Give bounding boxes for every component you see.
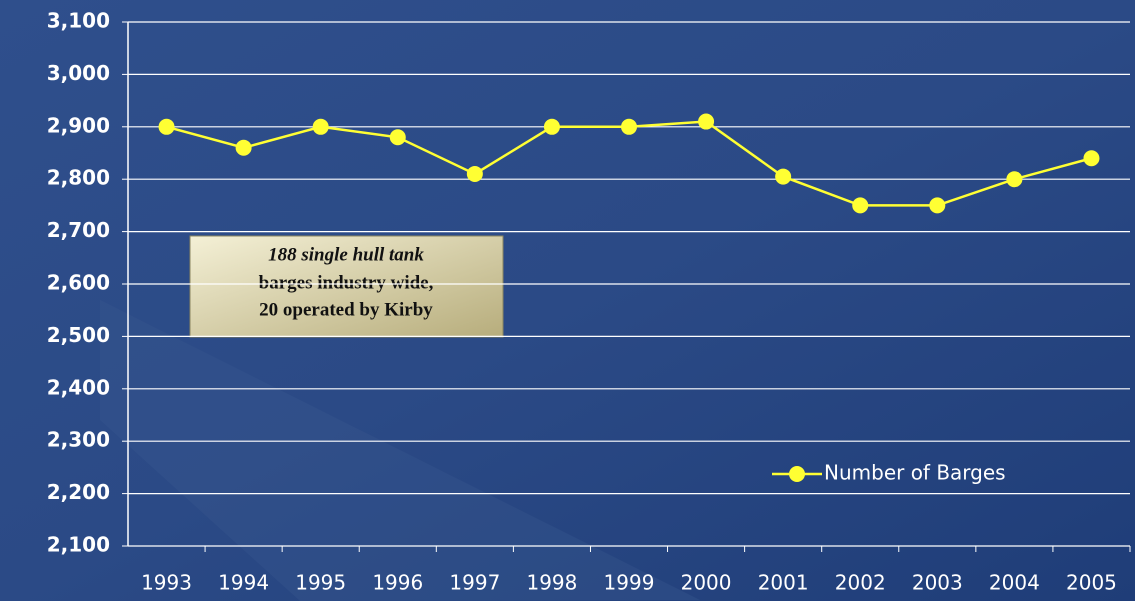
x-tick-label: 2004 xyxy=(989,571,1040,595)
data-point xyxy=(158,118,175,135)
data-point xyxy=(1083,150,1100,167)
x-tick-label: 1996 xyxy=(372,571,423,595)
legend-label: Number of Barges xyxy=(824,461,1006,485)
x-tick-label: 1997 xyxy=(449,571,500,595)
annotation-text: 20 operated by Kirby xyxy=(259,299,433,320)
data-point xyxy=(621,118,637,135)
data-point xyxy=(312,118,329,135)
y-tick-label: 2,600 xyxy=(47,271,110,295)
y-tick-label: 2,200 xyxy=(47,480,110,504)
x-tick-label: 1993 xyxy=(141,571,192,595)
data-point xyxy=(929,197,946,214)
y-tick-label: 2,100 xyxy=(47,533,110,557)
x-tick-label: 2002 xyxy=(835,571,886,595)
y-tick-label: 2,900 xyxy=(47,113,110,137)
data-point xyxy=(1006,171,1023,188)
y-tick-label: 2,700 xyxy=(47,218,110,242)
data-point xyxy=(775,168,792,185)
x-tick-label: 1998 xyxy=(526,571,577,595)
data-point xyxy=(852,197,869,214)
y-tick-label: 3,100 xyxy=(47,9,110,33)
y-tick-label: 2,800 xyxy=(47,166,110,190)
x-tick-label: 2001 xyxy=(758,571,809,595)
legend-marker xyxy=(789,466,805,482)
data-point xyxy=(543,118,560,135)
y-tick-label: 3,000 xyxy=(47,61,110,85)
data-point xyxy=(235,139,252,156)
x-tick-label: 2003 xyxy=(912,571,963,595)
y-tick-label: 2,500 xyxy=(47,323,110,347)
x-tick-label: 2000 xyxy=(681,571,732,595)
x-tick-label: 1995 xyxy=(295,571,346,595)
y-tick-label: 2,400 xyxy=(47,375,110,399)
annotation-text: 188 single hull tank xyxy=(268,244,424,265)
x-tick-label: 1999 xyxy=(604,571,655,595)
data-point xyxy=(698,113,715,130)
background-shape xyxy=(100,300,700,601)
data-point xyxy=(389,129,406,146)
y-tick-label: 2,300 xyxy=(47,428,110,452)
annotation-box xyxy=(189,235,504,338)
x-tick-label: 2005 xyxy=(1066,571,1117,595)
annotation-text: barges industry wide, xyxy=(259,272,434,293)
data-point xyxy=(466,165,483,182)
x-tick-label: 1994 xyxy=(218,571,269,595)
